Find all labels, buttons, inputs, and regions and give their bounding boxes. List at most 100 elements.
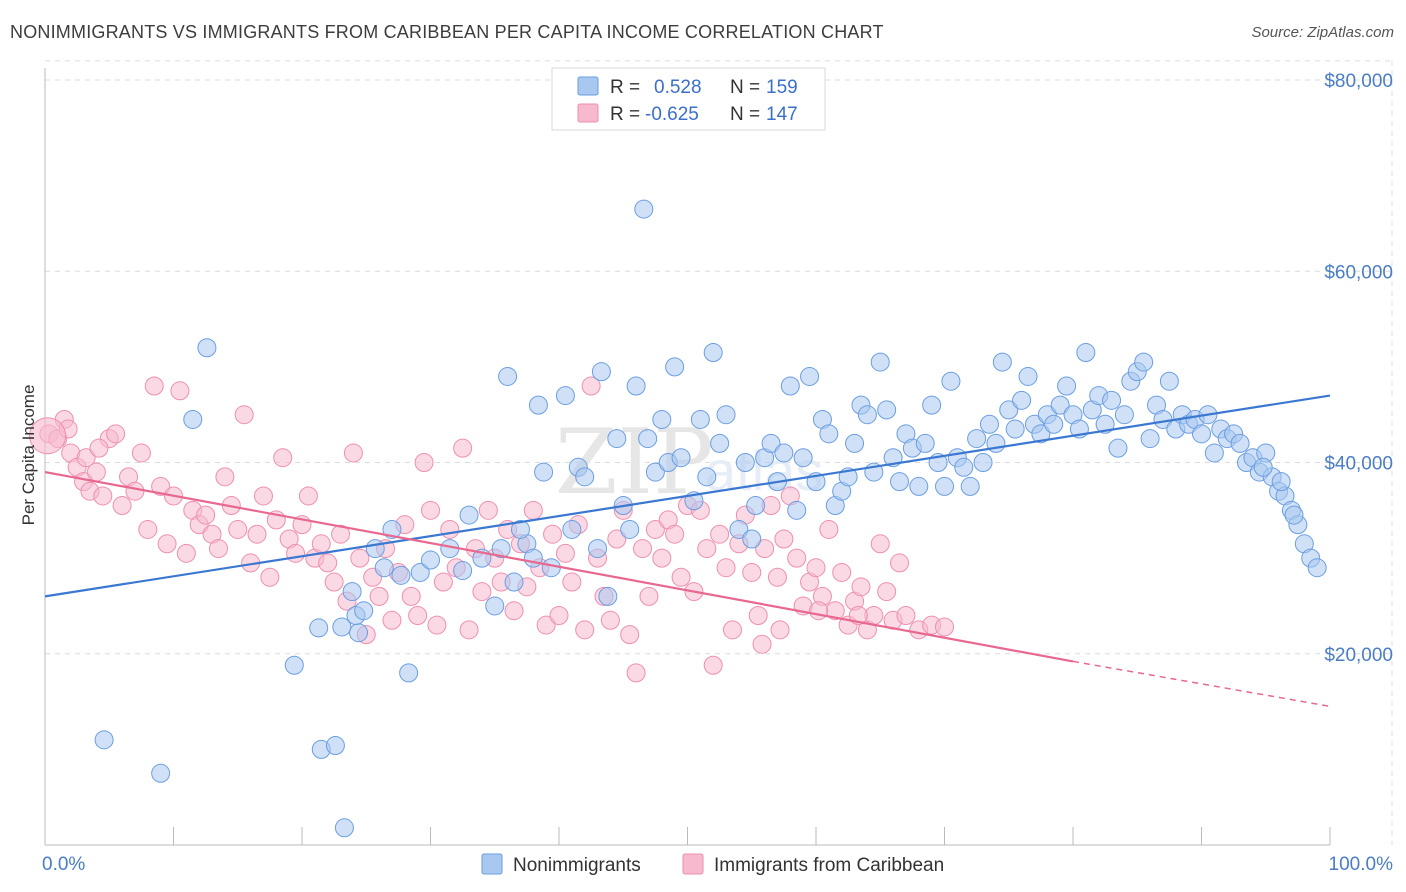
bottom-legend-label-caribbean: Immigrants from Caribbean <box>714 855 944 876</box>
nonimmigrant-point <box>309 618 329 638</box>
nonimmigrant-point <box>1018 366 1038 386</box>
caribbean-point <box>343 443 363 463</box>
nonimmigrant-point <box>999 400 1019 420</box>
caribbean-point <box>273 448 293 468</box>
nonimmigrant-point <box>284 655 304 675</box>
caribbean-point <box>76 448 96 468</box>
caribbean-point <box>787 548 807 568</box>
caribbean-point <box>215 467 235 487</box>
y-tick-label-3: $80,000 <box>1324 71 1393 92</box>
caribbean-point <box>350 548 370 568</box>
caribbean-point <box>93 486 113 506</box>
nonimmigrant-point <box>620 519 640 539</box>
chart-title: NONIMMIGRANTS VS IMMIGRANTS FROM CARIBBE… <box>10 22 884 42</box>
nonimmigrant-point <box>391 565 411 585</box>
nonimmigrant-point <box>555 386 575 406</box>
caribbean-point <box>112 496 132 516</box>
nonimmigrant-point <box>973 453 993 472</box>
nonimmigrant-point <box>710 433 730 453</box>
nonimmigrant-point <box>1192 424 1211 444</box>
nonimmigrant-point <box>941 371 961 391</box>
nonimmigrant-point <box>909 476 929 496</box>
caribbean-point <box>555 543 575 563</box>
nonimmigrant-point <box>1108 438 1128 458</box>
caribbean-point <box>453 438 473 458</box>
nonimmigrant-point <box>1095 414 1115 434</box>
caribbean-point <box>369 586 389 606</box>
nonimmigrant-point <box>151 763 171 783</box>
caribbean-point <box>748 606 768 625</box>
nonimmigrant-point <box>729 519 749 539</box>
caribbean-point <box>408 606 428 625</box>
nonimmigrant-point <box>1050 395 1070 415</box>
legend-r-label-1: R = <box>610 77 640 98</box>
y-tick-labels: $20,000 $40,000 $60,000 $80,000 <box>1324 71 1393 666</box>
nonimmigrant-point <box>374 558 394 578</box>
caribbean-point <box>421 500 440 520</box>
caribbean-point <box>809 601 829 621</box>
bottom-legend-swatch-blue <box>481 853 503 875</box>
bottom-legend: Nonimmigrants Immigrants from Caribbean <box>481 853 944 876</box>
grid-lines <box>45 60 1395 845</box>
top-legend: R = 0.528 N = 159 R = -0.625 N = 147 <box>551 67 826 131</box>
nonimmigrant-point <box>915 433 935 453</box>
caribbean-point <box>151 476 171 496</box>
legend-r-label-2: R = <box>610 104 640 125</box>
caribbean-point <box>208 539 228 559</box>
caribbean-point <box>29 417 67 455</box>
caribbean-point <box>935 617 954 637</box>
caribbean-point <box>440 519 460 539</box>
nonimmigrant-point <box>652 409 672 429</box>
caribbean-point <box>832 562 852 582</box>
caribbean-point <box>806 558 826 578</box>
nonimmigrant-point <box>1114 405 1134 425</box>
caribbean-point <box>89 438 109 458</box>
legend-swatch-blue <box>577 76 599 96</box>
nonimmigrants-trend-line <box>44 394 1331 598</box>
caribbean-point <box>575 620 595 640</box>
y-axis-label: Per Capita Income <box>19 385 38 526</box>
caribbean-point <box>620 625 640 645</box>
caribbean-point <box>716 558 736 578</box>
x-tick-label-1: 100.0% <box>1329 854 1394 875</box>
caribbean-point <box>144 376 164 396</box>
caribbean-point <box>549 606 569 625</box>
nonimmigrant-point <box>354 601 374 621</box>
caribbean-point <box>427 615 447 635</box>
caribbean-point <box>877 582 897 602</box>
caribbean-point <box>774 529 794 549</box>
caribbean-point <box>131 443 151 463</box>
nonimmigrant-point <box>334 818 354 838</box>
caribbean-point <box>324 572 344 592</box>
nonimmigrant-point <box>703 343 723 363</box>
caribbean-point <box>286 543 306 563</box>
nonimmigrant-point <box>504 572 524 592</box>
caribbean-point <box>607 529 627 549</box>
nonimmigrant-point <box>742 529 762 549</box>
nonimmigrant-point <box>787 500 807 520</box>
nonimmigrant-point <box>1140 429 1160 449</box>
caribbean-point <box>401 586 421 606</box>
nonimmigrant-point <box>382 519 402 539</box>
nonimmigrant-point <box>453 561 473 581</box>
nonimmigrant-point <box>1230 433 1250 453</box>
nonimmigrant-point <box>890 472 910 492</box>
legend-n-value-1: 159 <box>766 77 798 98</box>
nonimmigrant-point <box>528 395 548 415</box>
caribbean-point <box>138 519 158 539</box>
caribbean-point <box>106 424 126 444</box>
caribbean-point <box>157 534 177 554</box>
nonimmigrant-point <box>967 429 987 449</box>
nonimmigrant-point <box>510 519 530 539</box>
legend-n-label-1: N = <box>730 77 760 98</box>
caribbean-point <box>504 601 524 621</box>
caribbean-point <box>639 586 659 606</box>
y-tick-label-0: $20,000 <box>1324 645 1393 666</box>
axes <box>44 68 1331 846</box>
caribbean-point <box>870 534 890 554</box>
nonimmigrant-point <box>183 409 203 429</box>
nonimmigrant-point <box>1159 371 1179 391</box>
caribbean-trend-line <box>44 470 1074 663</box>
legend-swatch-pink <box>577 103 599 123</box>
nonimmigrant-point <box>935 476 954 496</box>
